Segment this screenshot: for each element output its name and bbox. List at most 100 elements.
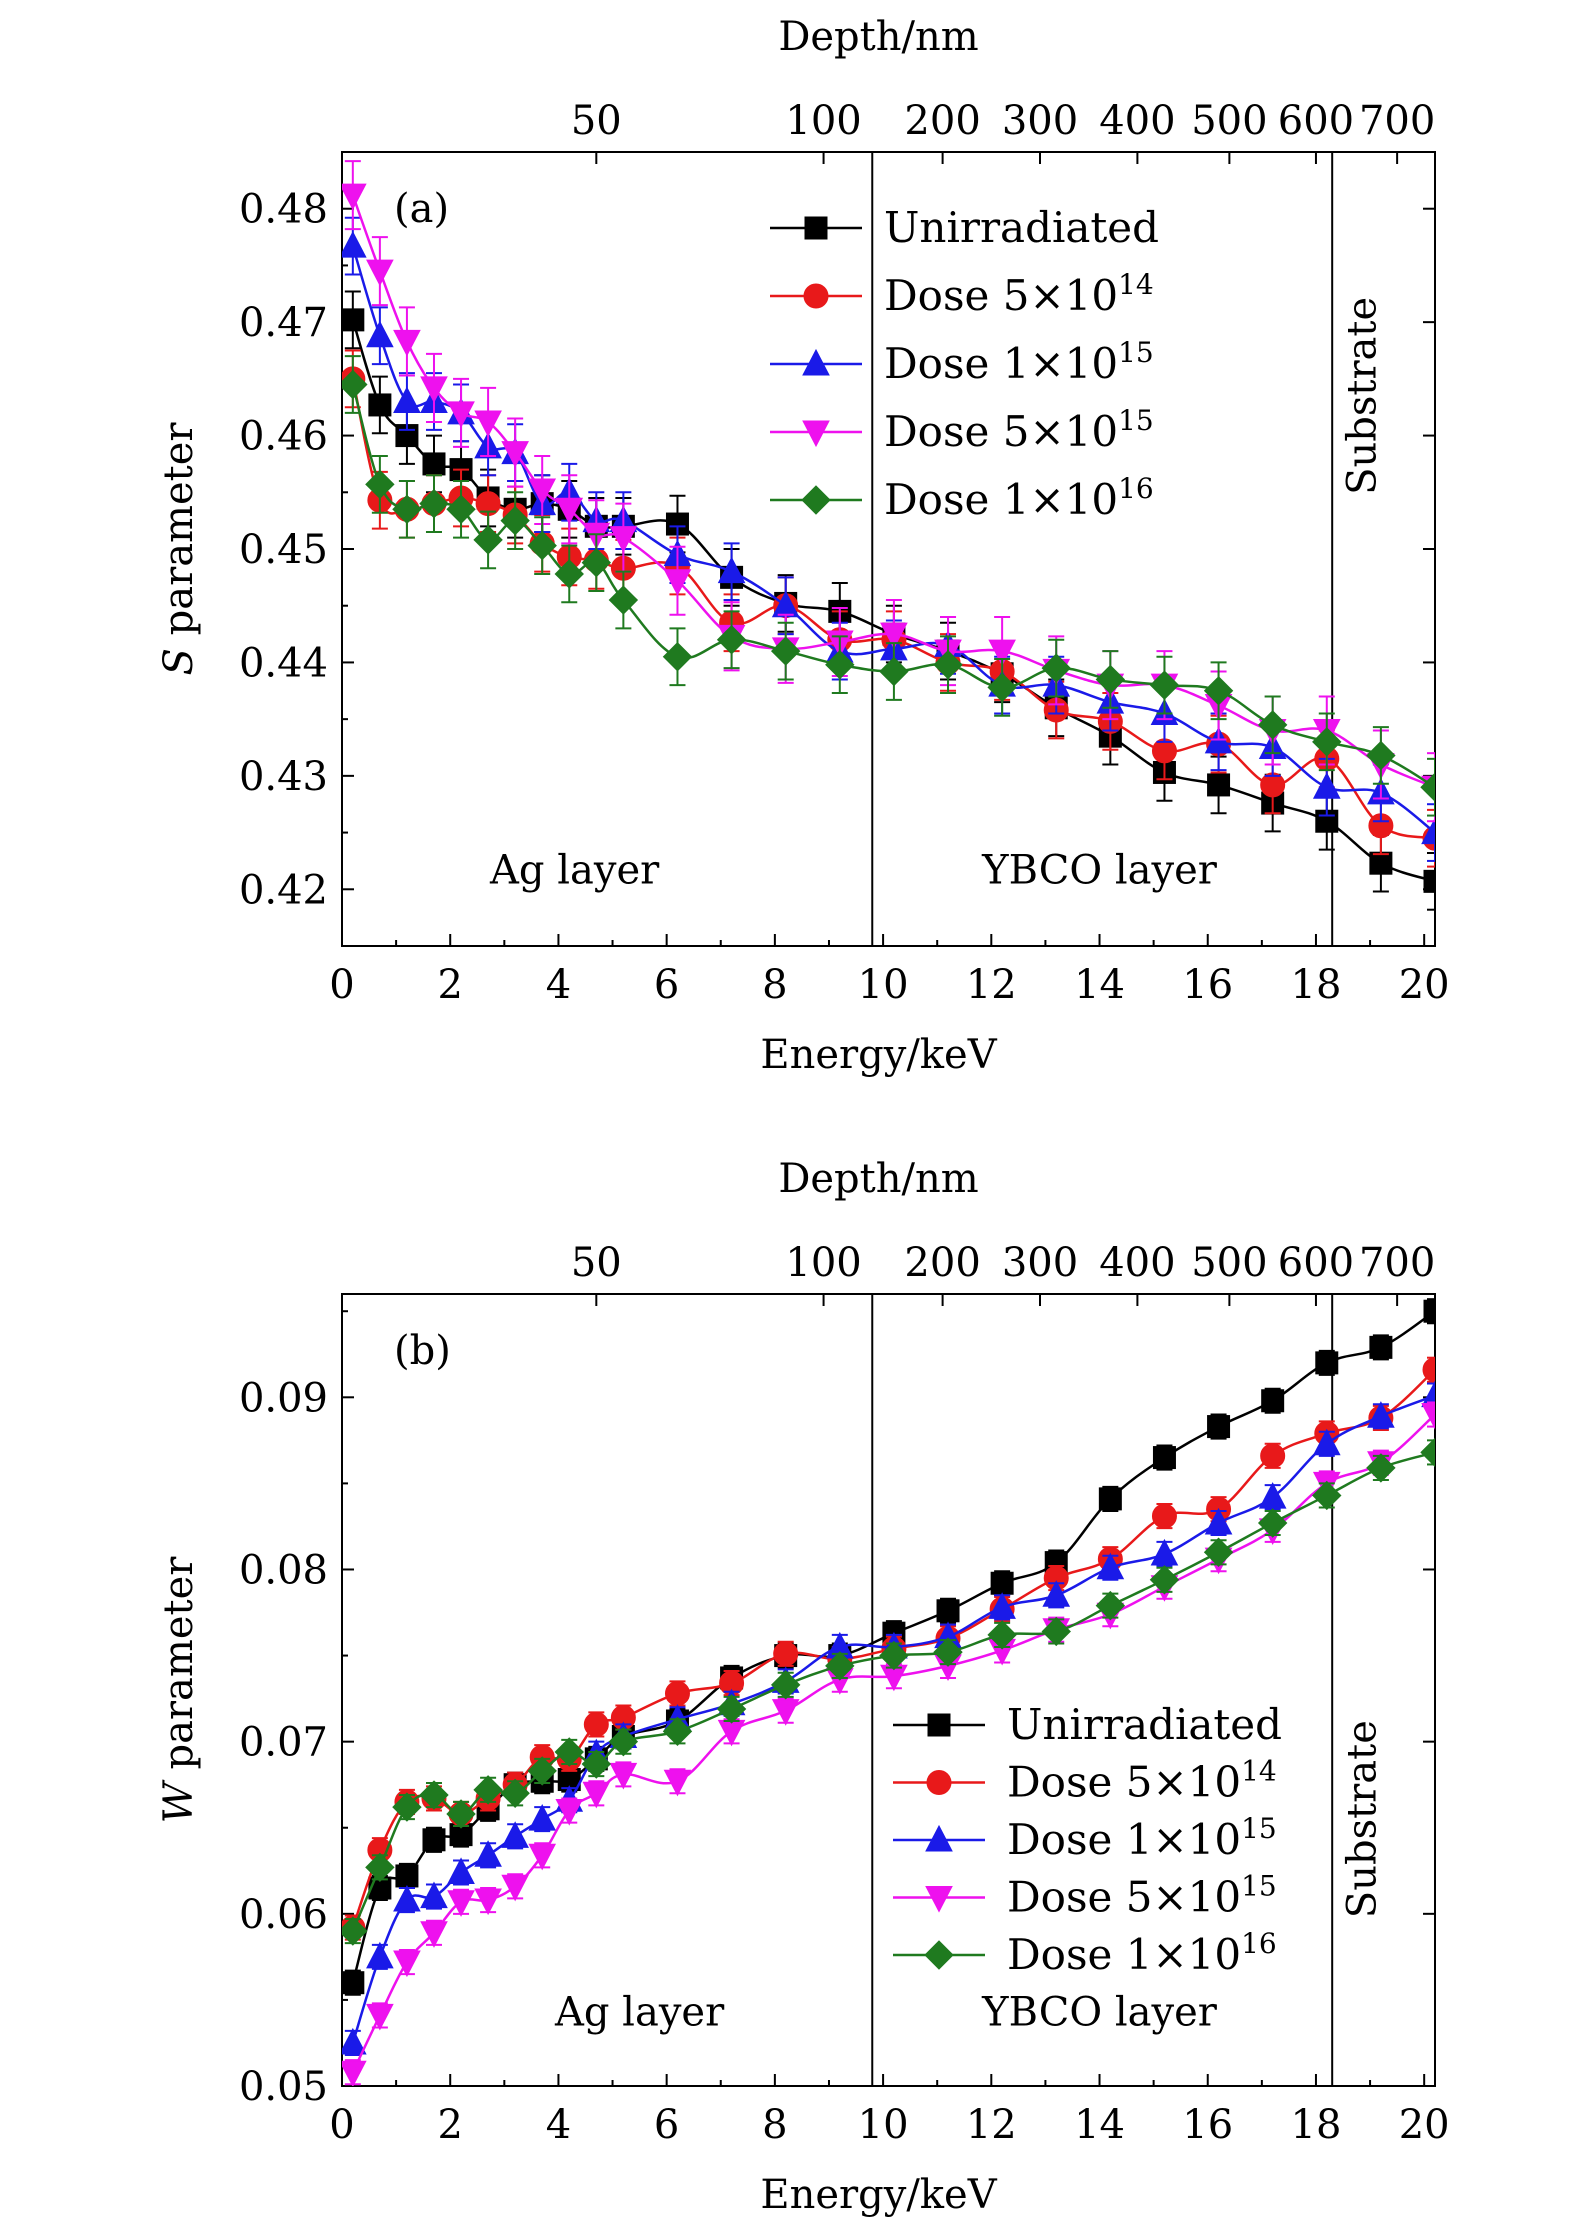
top-tick-label: 700 <box>1359 98 1435 144</box>
legend-label: Unirradiated <box>884 203 1159 252</box>
top-tick-label: 200 <box>904 1240 980 1286</box>
data-point <box>987 1620 1017 1650</box>
x-axis-title: Energy/keV <box>760 1032 997 1078</box>
data-point <box>933 1637 963 1667</box>
legend-label-exponent: 15 <box>1241 1812 1277 1845</box>
data-point <box>1152 1446 1176 1470</box>
top-tick-label: 300 <box>1002 1240 1078 1286</box>
data-point <box>555 1799 584 1826</box>
y-axis-title-text: parameter <box>156 422 202 648</box>
legend-label: Dose 1×1016 <box>1007 1927 1277 1979</box>
x-tick-label: 8 <box>762 2102 787 2148</box>
data-point <box>717 556 746 584</box>
x-tick-label: 4 <box>546 2102 571 2148</box>
data-point <box>1258 1482 1287 1509</box>
x-tick-label: 12 <box>966 2102 1017 2148</box>
data-point <box>1257 1508 1288 1538</box>
y-tick-label: 0.47 <box>239 300 328 346</box>
panel-label: (b) <box>394 1328 451 1374</box>
data-point <box>554 559 584 589</box>
top-tick-label: 600 <box>1278 1240 1354 1286</box>
legend-label-exponent: 16 <box>1241 1927 1277 1960</box>
data-point <box>1312 772 1341 799</box>
y-tick-label: 0.08 <box>239 1547 328 1593</box>
x-tick-label: 16 <box>1182 2102 1233 2148</box>
legend-label-exponent: 14 <box>1241 1755 1277 1788</box>
legend-marker <box>924 1940 954 1970</box>
data-point <box>1315 1351 1339 1375</box>
y-tick-label: 0.44 <box>239 640 328 686</box>
panel-b: 0 2 4 6 8 10 12 14 16 18 20 0.05 0.06 0.07 0.08 0.09 50 1… <box>156 1156 1450 2218</box>
x-tick-label: 20 <box>1399 962 1450 1008</box>
data-point <box>1149 1565 1180 1595</box>
data-point <box>474 1840 502 1867</box>
legend-label-exponent: 16 <box>1118 472 1154 505</box>
x-tick-label: 2 <box>437 2102 462 2148</box>
data-point <box>608 585 639 615</box>
data-point <box>342 231 367 258</box>
legend-label-exponent: 14 <box>1118 268 1154 301</box>
legend-label-main: Unirradiated <box>1007 1700 1282 1749</box>
data-point <box>420 376 448 404</box>
x-tick-label: 18 <box>1291 2102 1342 2148</box>
top-tick-label: 400 <box>1099 1240 1175 1286</box>
legend-marker <box>802 420 830 448</box>
data-point <box>554 1737 584 1767</box>
data-point <box>1423 1299 1435 1323</box>
data-point <box>1260 1443 1286 1469</box>
y-tick-label: 0.42 <box>239 867 328 913</box>
data-point <box>1421 1380 1435 1408</box>
x-tick-label: 18 <box>1291 962 1342 1008</box>
legend-item: Dose 1×1015 <box>770 336 1154 388</box>
data-point <box>420 1881 448 1909</box>
region-label: YBCO layer <box>981 1990 1218 2036</box>
data-point <box>393 1950 421 1978</box>
data-point <box>447 1890 475 1917</box>
data-point <box>446 494 476 525</box>
data-point <box>664 1680 690 1706</box>
top-axis-title: Depth/nm <box>778 14 978 60</box>
data-point <box>1312 1480 1342 1511</box>
data-point <box>366 2003 394 2031</box>
data-point <box>474 410 502 438</box>
y-tick-label: 0.43 <box>239 754 328 800</box>
y-tick-label: 0.06 <box>239 1892 328 1938</box>
data-point <box>1420 772 1435 802</box>
data-point <box>879 656 909 687</box>
data-point <box>342 1971 365 1995</box>
legend-marker <box>803 283 829 309</box>
data-point <box>1095 664 1126 695</box>
data-point <box>342 1916 368 1946</box>
legend-item: Dose 5×1015 <box>770 404 1154 456</box>
series-group <box>342 160 1435 911</box>
data-point <box>1421 817 1435 845</box>
data-point <box>987 672 1017 703</box>
data-point <box>528 478 557 506</box>
x-tick-label: 16 <box>1182 962 1233 1008</box>
data-point <box>366 1941 394 1969</box>
y-tick-label: 0.46 <box>239 414 328 460</box>
x-tick-label: 12 <box>966 962 1017 1008</box>
legend-item: Dose 1×1016 <box>893 1927 1277 1979</box>
data-point <box>365 469 395 500</box>
region-label: Ag layer <box>489 848 660 894</box>
legend-label: Dose 5×1015 <box>884 404 1154 456</box>
legend-label-main: Dose 1×10 <box>1007 1815 1241 1864</box>
x-tick-label: 0 <box>329 962 354 1008</box>
data-point <box>419 1780 449 1810</box>
x-tick-label: 6 <box>654 2102 679 2148</box>
legend-item: Dose 1×1015 <box>893 1812 1277 1864</box>
data-point <box>581 547 612 578</box>
data-point <box>365 1852 395 1883</box>
data-point <box>1366 1453 1396 1483</box>
data-point <box>609 1762 638 1790</box>
data-point <box>473 525 503 555</box>
panel-a: 0 2 4 6 8 10 12 14 16 18 20 0.42 0.43 0.44 0.45 0.46 0.4… <box>156 14 1450 1078</box>
legend-label: Dose 1×1015 <box>884 336 1154 388</box>
panel-label: (a) <box>394 186 449 232</box>
legend-label-main: Dose 5×10 <box>884 271 1118 320</box>
data-point <box>501 1874 529 1902</box>
data-point <box>770 636 801 666</box>
data-point <box>528 1843 557 1871</box>
data-point <box>1151 1503 1177 1529</box>
